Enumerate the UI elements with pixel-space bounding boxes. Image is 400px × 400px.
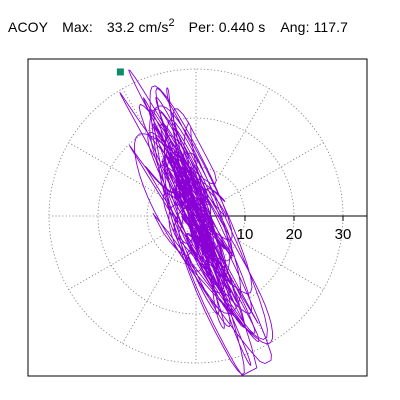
max-unit-exponent: 2	[168, 17, 175, 29]
peak-marker	[116, 68, 124, 76]
orbit-trace	[119, 69, 273, 376]
chart-header: ACOY Max: 33.2 cm/s2 Per: 0.440 s Ang: 1…	[8, 17, 349, 39]
period-value: 0.440 s	[218, 19, 266, 35]
max-value: 33.2	[106, 19, 135, 35]
channel-name: ACOY	[8, 19, 49, 35]
max-label: Max:	[62, 19, 93, 35]
grid-spoke-330	[195, 215, 324, 290]
period-label: Per:	[188, 19, 215, 35]
angle-value: 117.7	[313, 19, 349, 35]
peak-markers	[116, 68, 124, 76]
max-unit: cm/s2	[138, 17, 175, 36]
angle-label: Ang:	[280, 19, 310, 35]
particle-orbit	[119, 69, 273, 376]
radial-tick-label-20: 20	[286, 226, 303, 243]
radial-tick-label-30: 30	[335, 226, 352, 243]
grid-spoke-60	[195, 88, 270, 217]
radial-tick-label-10: 10	[237, 226, 254, 243]
